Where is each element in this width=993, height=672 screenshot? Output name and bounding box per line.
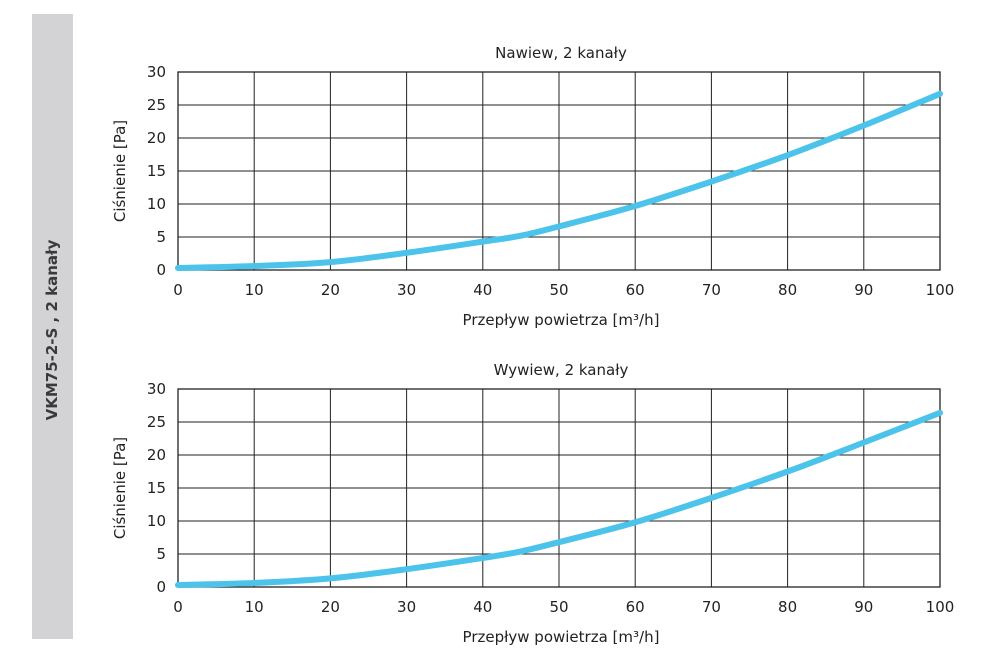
- x-tick-label: 80: [778, 598, 797, 616]
- chart-title: Nawiew, 2 kanały: [495, 44, 627, 62]
- x-tick-label: 90: [854, 598, 873, 616]
- x-tick-label: 30: [397, 598, 416, 616]
- y-tick-label: 20: [147, 446, 166, 464]
- y-axis-label: Ciśnienie [Pa]: [111, 120, 129, 222]
- side-label-bar: [32, 14, 73, 639]
- x-tick-label: 0: [173, 281, 183, 299]
- x-tick-label: 70: [702, 598, 721, 616]
- y-tick-label: 25: [147, 96, 166, 114]
- x-tick-label: 40: [473, 281, 492, 299]
- x-axis-label: Przepływ powietrza [m³/h]: [463, 628, 660, 646]
- plot-frame: [177, 71, 941, 271]
- y-axis-label: Ciśnienie [Pa]: [111, 437, 129, 539]
- pressure-curve: [175, 409, 943, 588]
- x-tick-label: 60: [626, 598, 645, 616]
- x-tick-label: 30: [397, 281, 416, 299]
- x-axis-label: Przepływ powietrza [m³/h]: [463, 311, 660, 329]
- y-tick-label: 5: [156, 545, 166, 563]
- x-tick-label: 100: [926, 598, 955, 616]
- x-tick-label: 0: [173, 598, 183, 616]
- y-tick-label: 10: [147, 195, 166, 213]
- y-tick-label: 25: [147, 413, 166, 431]
- x-tick-label: 20: [321, 281, 340, 299]
- y-tick-label: 15: [147, 162, 166, 180]
- x-tick-label: 80: [778, 281, 797, 299]
- y-tick-label: 0: [156, 261, 166, 279]
- x-tick-label: 20: [321, 598, 340, 616]
- x-tick-label: 60: [626, 281, 645, 299]
- x-tick-label: 50: [549, 281, 568, 299]
- x-tick-label: 10: [245, 281, 264, 299]
- plot-frame: [177, 388, 941, 588]
- x-tick-label: 40: [473, 598, 492, 616]
- x-tick-label: 90: [854, 281, 873, 299]
- y-tick-label: 15: [147, 479, 166, 497]
- y-tick-label: 10: [147, 512, 166, 530]
- y-tick-label: 30: [147, 380, 166, 398]
- x-tick-label: 70: [702, 281, 721, 299]
- y-tick-label: 0: [156, 578, 166, 596]
- x-tick-label: 100: [926, 281, 955, 299]
- chart-1: Nawiew, 2 kanały 0 10 20 30 40 50 60 70 80 90 100 0 5…: [111, 44, 954, 329]
- x-tick-label: 50: [549, 598, 568, 616]
- y-tick-label: 5: [156, 228, 166, 246]
- y-tick-label: 20: [147, 129, 166, 147]
- pressure-curve: [175, 90, 943, 271]
- x-tick-label: 10: [245, 598, 264, 616]
- y-tick-label: 30: [147, 63, 166, 81]
- chart-title: Wywiew, 2 kanały: [494, 361, 629, 379]
- chart-2: Wywiew, 2 kanały 0 10 20 30 40 50 60 70 80 90 100 0 5…: [111, 361, 954, 646]
